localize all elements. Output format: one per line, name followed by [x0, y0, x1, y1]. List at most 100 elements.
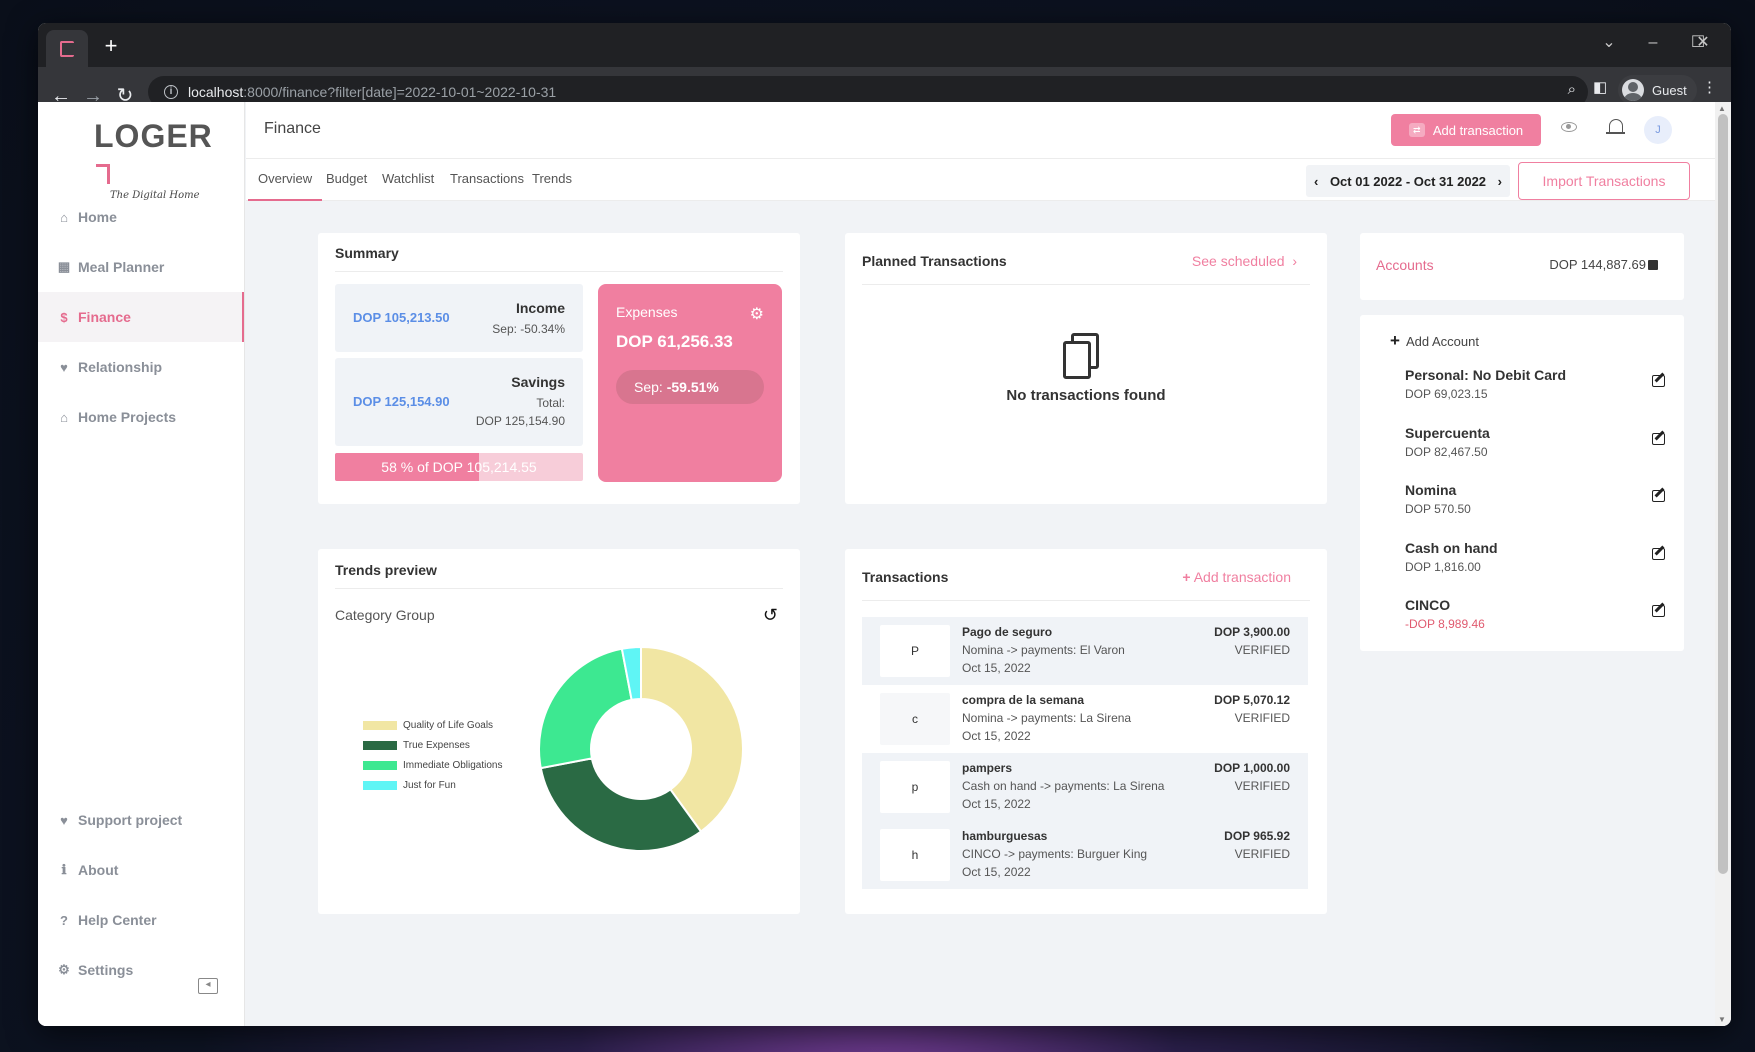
transaction-row[interactable]: p pampers Cash on hand -> payments: La S…	[862, 753, 1308, 821]
sidebar-item-meal-planner[interactable]: ▦ Meal Planner	[38, 242, 244, 292]
legend-label: True Expenses	[403, 739, 470, 751]
account-item[interactable]: Nomina DOP 570.50	[1405, 482, 1665, 532]
edit-icon[interactable]	[1652, 375, 1665, 387]
reload-icon[interactable]: ↻	[116, 85, 134, 107]
edit-icon[interactable]	[1652, 605, 1665, 617]
sidebar-item-help-center[interactable]: ? Help Center	[38, 895, 244, 945]
browser-tab[interactable]	[46, 30, 88, 67]
hide-balance-icon[interactable]	[1648, 260, 1658, 270]
add-transaction-button[interactable]: ⇄ Add transaction	[1391, 114, 1541, 146]
progress-fill	[335, 453, 479, 481]
tab-search-icon[interactable]: ⌄	[1602, 34, 1616, 51]
legend-item[interactable]: Just for Fun	[363, 775, 503, 795]
add-account-button[interactable]: + Add Account	[1390, 331, 1479, 351]
transaction-status: VERIFIED	[1234, 779, 1290, 793]
edit-icon[interactable]	[1652, 433, 1665, 445]
see-scheduled-link[interactable]: See scheduled ›	[1192, 253, 1297, 269]
donut-slice[interactable]	[538, 647, 633, 770]
account-name: Supercuenta	[1405, 425, 1490, 441]
avatar[interactable]: J	[1644, 116, 1672, 144]
eye-icon[interactable]	[1561, 122, 1577, 132]
collapse-sidebar-icon[interactable]: ◂	[198, 978, 218, 994]
gears-icon[interactable]: ⚙	[749, 306, 764, 323]
divider	[862, 600, 1310, 601]
transaction-status: VERIFIED	[1234, 711, 1290, 725]
import-transactions-button[interactable]: Import Transactions	[1518, 162, 1690, 200]
donut-slice[interactable]	[640, 645, 744, 833]
menu-kebab-icon[interactable]: ⋮	[1702, 79, 1717, 96]
transaction-amount: DOP 5,070.12	[1214, 693, 1290, 707]
transaction-row[interactable]: c compra de la semana Nomina -> payments…	[862, 685, 1308, 753]
sidebar-item-relationship[interactable]: ♥ Relationship	[38, 342, 244, 392]
legend-item[interactable]: Immediate Obligations	[363, 755, 503, 775]
sidebar-item-settings[interactable]: ⚙ Settings	[38, 945, 244, 995]
maximize-button[interactable]: ☐	[1690, 34, 1706, 51]
minimize-button[interactable]: –	[1648, 34, 1658, 51]
savings-total-label: Total:	[536, 396, 565, 410]
date-range-picker[interactable]: ‹ Oct 01 2022 - Oct 31 2022 ›	[1306, 165, 1510, 197]
accounts-title[interactable]: Accounts	[1376, 257, 1434, 273]
scroll-down-arrow[interactable]: ▼	[1718, 1015, 1726, 1024]
account-item[interactable]: Cash on hand DOP 1,816.00	[1405, 540, 1665, 590]
account-item[interactable]: Personal: No Debit Card DOP 69,023.15	[1405, 367, 1665, 417]
tab-trends[interactable]: Trends	[532, 171, 572, 186]
chevron-right-icon[interactable]: ›	[1497, 173, 1502, 189]
sidebar-item-home[interactable]: ⌂ Home	[38, 192, 244, 242]
site-info-icon[interactable]: i	[164, 85, 178, 99]
logo[interactable]: LOGER The Digital Home	[94, 118, 224, 201]
transaction-row[interactable]: h hamburguesas CINCO -> payments: Burgue…	[862, 821, 1308, 889]
legend-item[interactable]: True Expenses	[363, 735, 503, 755]
sidebar-item-label: Support project	[78, 812, 183, 828]
browser-window: + ⌄ – ☐ ✕ ← → ↻ i localhost:8000/finance…	[38, 23, 1731, 1026]
side-panel-icon[interactable]: ◧	[1593, 79, 1608, 96]
divider	[335, 588, 783, 589]
transaction-title: hamburguesas	[962, 829, 1048, 843]
account-item[interactable]: CINCO -DOP 8,989.46	[1405, 597, 1665, 647]
transaction-row[interactable]: P Pago de seguro Nomina -> payments: El …	[862, 617, 1308, 685]
add-transaction-link[interactable]: + Add transaction	[1182, 569, 1291, 585]
edit-icon[interactable]	[1652, 490, 1665, 502]
tab-budget[interactable]: Budget	[326, 171, 368, 186]
finance-tabs: Overview Budget Watchlist Transactions T…	[246, 159, 1715, 201]
chevron-right-icon: ›	[1292, 253, 1297, 269]
edit-icon[interactable]	[1652, 548, 1665, 560]
favicon-icon	[60, 40, 74, 57]
tab-transactions[interactable]: Transactions	[450, 171, 524, 186]
question-icon: ?	[60, 912, 68, 928]
date-range-label: Oct 01 2022 - Oct 31 2022	[1329, 173, 1487, 189]
tab-watchlist[interactable]: Watchlist	[382, 171, 435, 186]
url-text: localhost:8000/finance?filter[date]=2022…	[188, 84, 556, 100]
zoom-search-icon[interactable]: ⌕	[1567, 81, 1576, 98]
home-icon: ⌂	[60, 409, 68, 425]
reset-zoom-icon[interactable]: ↺	[762, 605, 778, 625]
scroll-thumb[interactable]	[1718, 114, 1728, 874]
scroll-up-arrow[interactable]: ▲	[1718, 104, 1726, 113]
account-item[interactable]: Supercuenta DOP 82,467.50	[1405, 425, 1665, 475]
expenses-change-label: Sep:	[634, 379, 667, 395]
back-icon[interactable]: ←	[51, 85, 71, 107]
chevron-left-icon[interactable]: ‹	[1314, 173, 1319, 189]
sidebar-item-about[interactable]: ℹ About	[38, 845, 244, 895]
bell-icon[interactable]	[1606, 119, 1625, 134]
legend-label: Just for Fun	[403, 779, 456, 791]
sidebar-item-home-projects[interactable]: ⌂ Home Projects	[38, 392, 244, 442]
close-window-button[interactable]: ✕	[1696, 34, 1710, 51]
logo-house-icon	[96, 164, 110, 184]
donut-slice[interactable]	[539, 757, 703, 852]
trends-preview-card: Trends preview Category Group ↺ Quality …	[318, 549, 800, 914]
sidebar-item-label: Meal Planner	[78, 259, 165, 275]
new-tab-button[interactable]: +	[104, 33, 118, 58]
sidebar-item-support-project[interactable]: ♥ Support project	[38, 795, 244, 845]
sidebar-item-finance[interactable]: $ Finance	[38, 292, 244, 342]
tab-overview[interactable]: Overview	[248, 159, 323, 201]
legend-item[interactable]: Quality of Life Goals	[363, 715, 503, 735]
account-name: Cash on hand	[1405, 540, 1498, 556]
profile-button[interactable]: Guest	[1618, 75, 1697, 105]
category-group-label: Category Group	[335, 607, 435, 623]
page-scrollbar[interactable]: ▲ ▼	[1715, 102, 1731, 1026]
income-value: DOP 105,213.50	[353, 310, 450, 325]
sidebar-item-label: Finance	[78, 309, 131, 325]
forward-icon[interactable]: →	[83, 85, 103, 107]
donut-slice[interactable]	[620, 645, 642, 702]
account-balance: DOP 570.50	[1405, 502, 1471, 516]
